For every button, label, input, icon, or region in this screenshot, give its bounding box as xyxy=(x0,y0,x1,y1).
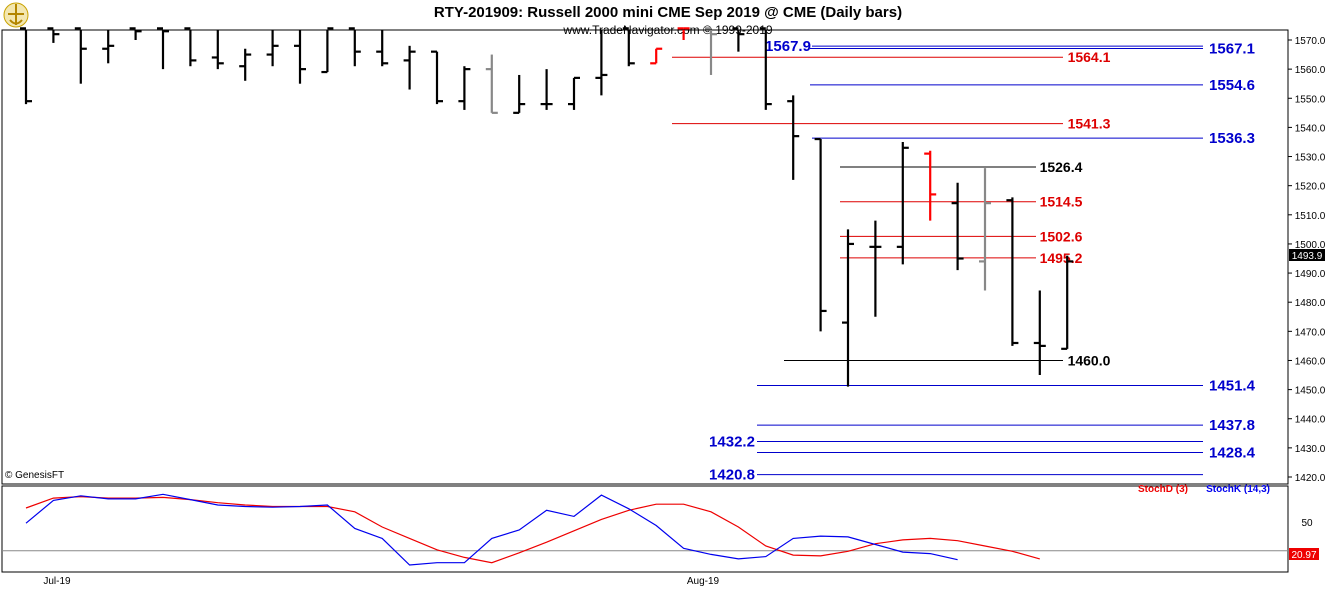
legend-stochk: StochK (14,3) xyxy=(1206,484,1270,495)
level-label: 1554.6 xyxy=(1209,77,1255,94)
price-y-axis: 1570.0 1560.0 1550.0 1540.0 1530.0 1520.0 1510… xyxy=(1288,36,1326,484)
watermark: www.TradeNavigator.com © 1999-2019 xyxy=(562,23,772,37)
ytick-label: 1560.0 xyxy=(1295,65,1326,76)
ytick-label: 1470.0 xyxy=(1295,327,1326,338)
ytick-label: 1420.0 xyxy=(1295,473,1326,484)
ohlc-bar xyxy=(814,137,827,332)
ohlc-bar xyxy=(787,95,800,180)
stoch-last-badge xyxy=(1289,548,1319,560)
ohlc-bar xyxy=(1061,255,1074,350)
ytick-label: 1430.0 xyxy=(1295,444,1326,455)
ohlc-bar xyxy=(348,27,361,67)
ohlc-bar xyxy=(294,30,306,84)
ohlc-bar xyxy=(650,47,663,65)
ohlc-bar xyxy=(705,27,717,75)
xtick-jul: Jul-19 xyxy=(43,576,71,587)
ohlc-bar xyxy=(403,45,416,90)
level-label: 1502.6 xyxy=(1040,228,1083,244)
ohlc-bar xyxy=(431,50,443,105)
ytick-label: 1530.0 xyxy=(1295,153,1326,164)
level-label: 1428.4 xyxy=(1209,445,1256,462)
stoch-series-line xyxy=(25,493,958,566)
ohlc-bar xyxy=(20,27,32,105)
level-lines: 1567.9 1567.1 1564.1 1554.6 1541.3 1536.3 1526… xyxy=(672,38,1256,484)
ohlc-bar xyxy=(1033,290,1046,376)
ohlc-bar xyxy=(568,76,580,110)
ohlc-bar xyxy=(321,27,334,74)
ohlc-bar xyxy=(622,27,635,67)
ohlc-bar xyxy=(102,30,115,64)
ohlc-bar xyxy=(842,229,854,387)
level-label: 1495.2 xyxy=(1040,250,1083,266)
ohlc-bar xyxy=(869,220,882,317)
level-label: 1567.9 xyxy=(765,38,811,55)
ohlc-bar xyxy=(376,30,389,67)
level-label: 1567.1 xyxy=(1209,40,1255,57)
ohlc-bar xyxy=(47,27,60,43)
level-label: 1541.3 xyxy=(1068,116,1111,132)
ohlc-bar xyxy=(595,30,608,96)
ytick-label: 1440.0 xyxy=(1295,415,1326,426)
level-label: 1451.4 xyxy=(1209,378,1256,395)
level-label: 1420.8 xyxy=(709,467,755,484)
stoch-panel-frame xyxy=(1,485,1289,573)
ohlc-bar xyxy=(513,74,526,114)
last-price-label: 1493.9 xyxy=(1292,251,1323,262)
ytick-label: 1490.0 xyxy=(1295,269,1326,280)
ohlc-bar xyxy=(74,27,87,84)
ytick-label: 1570.0 xyxy=(1295,36,1326,47)
trade-navigator-logo-icon xyxy=(3,2,29,28)
level-label: 1514.5 xyxy=(1040,194,1083,210)
xtick-aug: Aug-19 xyxy=(687,576,720,587)
level-label: 1437.8 xyxy=(1209,417,1255,434)
ytick-label: 1510.0 xyxy=(1295,211,1326,222)
ohlc-bar xyxy=(184,27,197,67)
legend-stochd: StochD (3) xyxy=(1138,484,1188,495)
ohlc-bar xyxy=(239,48,252,81)
ohlc-bar xyxy=(485,54,498,114)
ohlc-bar xyxy=(896,141,909,265)
stoch-ytick-50: 50 xyxy=(1301,518,1313,529)
ytick-label: 1550.0 xyxy=(1295,94,1326,105)
ohlc-bar xyxy=(951,182,964,271)
ytick-label: 1500.0 xyxy=(1295,240,1326,251)
ohlc-bar xyxy=(1006,197,1019,346)
ohlc-bar xyxy=(129,27,142,40)
ytick-label: 1520.0 xyxy=(1295,182,1326,193)
ohlc-bar xyxy=(458,66,471,110)
last-price-badge xyxy=(1289,249,1325,261)
level-label: 1536.3 xyxy=(1209,130,1255,147)
level-label: 1526.4 xyxy=(1040,159,1083,175)
ohlc-bar xyxy=(979,168,991,291)
level-label: 1564.1 xyxy=(1068,49,1111,65)
ohlc-bar xyxy=(732,27,745,52)
ohlc-bar xyxy=(266,30,279,67)
ohlc-bar xyxy=(677,27,690,40)
ohlc-bar xyxy=(759,27,772,110)
chart-title: RTY-201909: Russell 2000 mini CME Sep 20… xyxy=(434,4,902,21)
stochastic-lines xyxy=(2,493,1288,566)
stoch-last-label: 20.97 xyxy=(1291,550,1316,561)
ohlc-bar xyxy=(211,30,224,70)
ohlc-bar xyxy=(157,27,169,70)
ytick-label: 1450.0 xyxy=(1295,386,1326,397)
ohlc-bars xyxy=(20,27,1074,387)
ytick-label: 1480.0 xyxy=(1295,298,1326,309)
ohlc-bar xyxy=(924,150,937,221)
provider-credit: © GenesisFT xyxy=(5,470,64,481)
ytick-label: 1460.0 xyxy=(1295,356,1326,367)
level-label: 1460.0 xyxy=(1068,352,1111,368)
level-label: 1432.2 xyxy=(709,433,755,450)
ohlc-bar xyxy=(540,69,553,110)
ytick-label: 1540.0 xyxy=(1295,123,1326,134)
price-panel-frame xyxy=(1,29,1289,485)
